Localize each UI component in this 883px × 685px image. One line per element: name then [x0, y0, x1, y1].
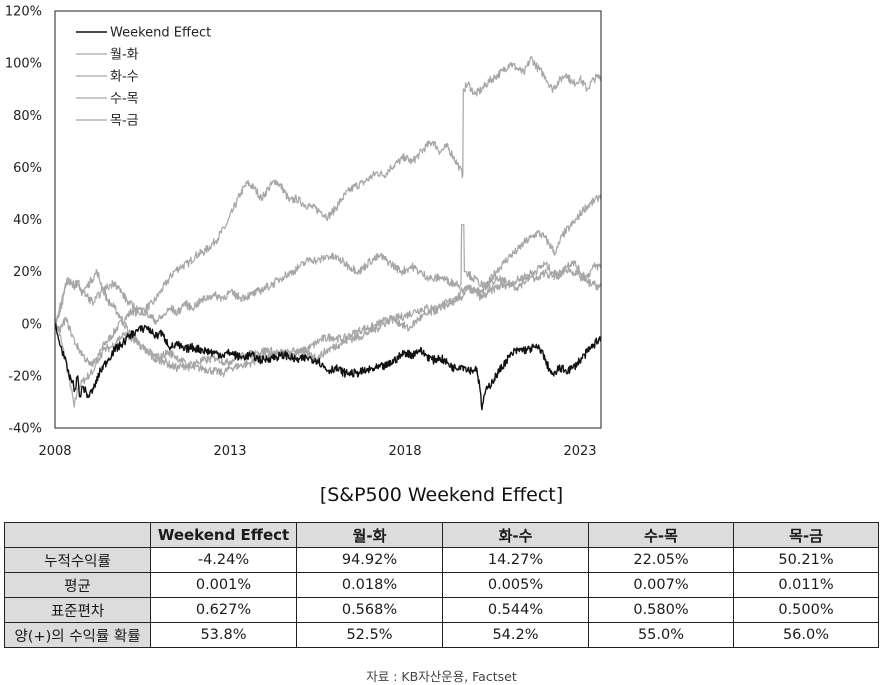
series-line: [54, 224, 602, 325]
legend-label: 화-수: [110, 70, 139, 85]
series-layer: [54, 56, 602, 411]
row-label: 누적수익률: [4, 547, 151, 573]
header-mon-tue: 월-화: [296, 522, 443, 548]
x-tick-label: 2023: [563, 444, 596, 459]
y-tick-label: 60%: [13, 161, 42, 176]
table-cell: 0.627%: [150, 597, 297, 623]
table-title: [S&P500 Weekend Effect]: [319, 484, 564, 506]
legend-label: 월-화: [110, 48, 139, 63]
chart-legend: Weekend Effect 월-화화-수수-목목-금: [76, 26, 211, 129]
header-tue-wed: 화-수: [442, 522, 589, 548]
x-tick-label: 2008: [38, 444, 71, 459]
header-weekend-effect: Weekend Effect: [150, 522, 297, 548]
table-cell: 0.500%: [733, 597, 879, 623]
series-line: [54, 323, 602, 411]
table-cell: 52.5%: [296, 622, 443, 648]
legend-label: 수-목: [110, 92, 139, 107]
table-cell: 0.018%: [296, 572, 443, 598]
table-row: 누적수익률 -4.24% 94.92% 14.27% 22.05% 50.21%: [4, 547, 879, 573]
table-cell: 56.0%: [733, 622, 879, 648]
y-tick-label: 20%: [13, 265, 42, 280]
table-cell: 53.8%: [150, 622, 297, 648]
y-tick-label: 40%: [13, 213, 42, 228]
plot-frame: [54, 10, 602, 429]
table-cell: 0.007%: [588, 572, 734, 598]
table-cell: 0.005%: [442, 572, 589, 598]
table-cell: 0.011%: [733, 572, 879, 598]
header-thu-fri: 목-금: [733, 522, 879, 548]
table-cell: 50.21%: [733, 547, 879, 573]
table-cell: 0.001%: [150, 572, 297, 598]
legend-label: 목-금: [110, 114, 139, 129]
stats-table: Weekend Effect 월-화 화-수 수-목 목-금 누적수익률 -4.…: [4, 522, 879, 648]
table-row: 양(+)의 수익률 확률 53.8% 52.5% 54.2% 55.0% 56.…: [4, 622, 879, 648]
table-cell: 55.0%: [588, 622, 734, 648]
y-tick-label: 120%: [5, 5, 42, 20]
row-label: 표준편차: [4, 597, 151, 623]
y-axis: -40% -20% 0% 20% 40% 60% 80% 100% 120%: [5, 5, 42, 437]
table-cell: 14.27%: [442, 547, 589, 573]
y-tick-label: 100%: [5, 57, 42, 72]
table-row: 평균 0.001% 0.018% 0.005% 0.007% 0.011%: [4, 572, 879, 598]
y-tick-label: -20%: [8, 369, 42, 384]
row-label: 평균: [4, 572, 151, 598]
table-cell: 94.92%: [296, 547, 443, 573]
series-line: [54, 56, 602, 408]
y-tick-label: -40%: [8, 422, 42, 437]
table-header-row: Weekend Effect 월-화 화-수 수-목 목-금: [4, 522, 879, 548]
row-label: 양(+)의 수익률 확률: [4, 622, 151, 648]
table-cell: 22.05%: [588, 547, 734, 573]
table-cell: -4.24%: [150, 547, 297, 573]
series-line: [54, 193, 602, 378]
table-cell: 54.2%: [442, 622, 589, 648]
x-tick-label: 2018: [388, 444, 421, 459]
y-tick-label: 0%: [21, 317, 42, 332]
header-corner: [4, 522, 151, 548]
line-chart: -40%-20%0%20%40%60%80%100%120% 2008 2013 2…: [5, 5, 602, 459]
x-axis: 2008 2013 2018 2023: [38, 444, 596, 459]
legend-label: Weekend Effect: [110, 26, 211, 41]
table-cell: 0.580%: [588, 597, 734, 623]
source-note: 자료 : KB자산운용, Factset: [366, 669, 517, 684]
y-tick-label: 80%: [13, 109, 42, 124]
table-cell: 0.568%: [296, 597, 443, 623]
header-wed-thu: 수-목: [588, 522, 734, 548]
table-row: 표준편차 0.627% 0.568% 0.544% 0.580% 0.500%: [4, 597, 879, 623]
x-tick-label: 2013: [213, 444, 246, 459]
table-cell: 0.544%: [442, 597, 589, 623]
